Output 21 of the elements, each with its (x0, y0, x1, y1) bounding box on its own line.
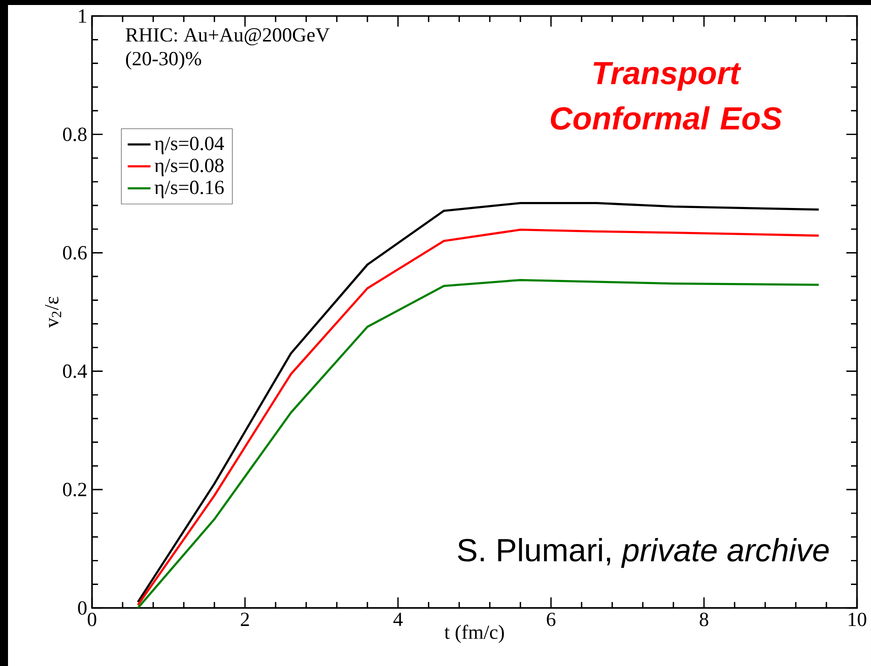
x-tick-label: 10 (848, 612, 866, 626)
annotation: (20-30)% (126, 51, 202, 70)
x-tick-label: 8 (700, 612, 708, 626)
y-tick-label: 1 (79, 9, 86, 23)
x-axis-title: t (fm/c) (444, 624, 504, 644)
annotation: Transport Conformal EoS (550, 62, 782, 130)
legend-label: η/s=0.08 (154, 158, 224, 176)
y-tick-label: 0.8 (63, 128, 87, 142)
x-tick-label: 4 (393, 612, 403, 626)
y-tick-label: 0 (78, 601, 87, 615)
legend-label: η/s=0.16 (154, 180, 224, 198)
x-tick-label: 6 (546, 612, 556, 626)
y-tick-label: 0.2 (63, 482, 86, 496)
y-tick-label: 0.4 (63, 364, 87, 378)
annotation: RHIC: Au+Au@200GeV (126, 28, 330, 46)
x-tick-label: 0 (88, 612, 96, 626)
y-axis-title: v$_{2}$/ε (45, 296, 62, 328)
annotation: S. Plumari, private archive (458, 538, 829, 568)
x-tick-label: 2 (240, 612, 249, 626)
legend-label: η/s=0.04 (154, 136, 224, 154)
y-tick-label: 0.6 (63, 246, 87, 260)
